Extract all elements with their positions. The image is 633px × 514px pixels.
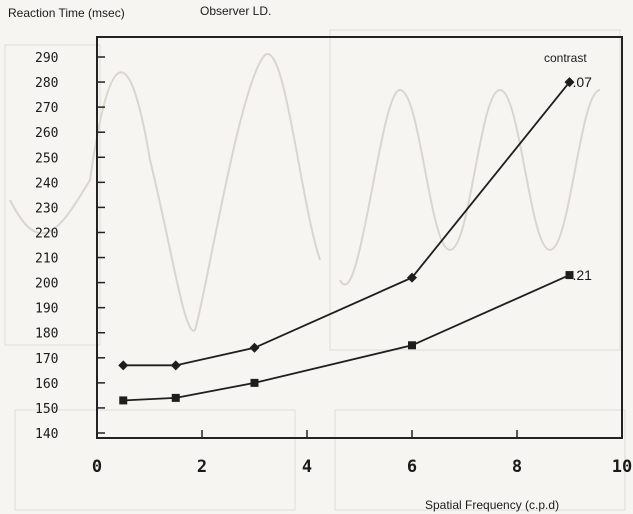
series-line-2 [123,274,570,402]
x-tick-label: 6 [407,457,417,477]
data-point-square [171,393,180,402]
y-axis-title: Reaction Time (msec) [8,6,125,20]
y-tick-label: 220 [35,226,58,241]
x-tick-label: 2 [197,457,207,477]
series-label-2: .21 [573,267,593,283]
x-tick-label: 8 [512,457,522,477]
data-point-diamond [118,360,129,371]
x-axis-title: Spatial Frequency (c.p.d) [425,498,559,512]
y-tick-label: 200 [35,277,58,292]
y-tick-label: 270 [35,101,58,116]
observer-label: Observer LD. [200,4,271,18]
y-tick-label: 210 [35,252,58,267]
data-point-diamond [564,77,575,88]
y-tick-label: 180 [35,327,58,342]
y-tick-label: 240 [35,176,58,191]
x-tick-label: 0 [92,457,102,477]
series-line-1 [123,81,571,367]
y-tick-label: 140 [35,427,58,442]
data-point-square [119,396,128,405]
y-tick-label: 250 [35,151,58,166]
legend-title: contrast [544,51,587,65]
data-point-square [408,341,416,350]
y-tick-label: 190 [35,302,58,317]
y-tick-label: 280 [35,76,58,91]
data-point-square [565,271,574,280]
data-point-diamond [170,360,181,371]
series-label-1: .07 [573,74,593,90]
background-artwork [4,29,626,511]
y-tick-label: 150 [35,402,58,417]
y-axis-ticks: 140 150 160 170 180 190 200 210 220 230 240 250 260 2… [35,51,105,442]
x-tick-label: 10 [612,457,632,477]
y-tick-label: 230 [35,201,58,216]
y-tick-label: 170 [35,352,58,367]
x-tick-label: 4 [302,457,312,477]
y-tick-label: 290 [35,51,58,66]
y-tick-label: 160 [35,377,58,392]
data-point-diamond [407,272,417,283]
data-point-diamond [249,342,260,353]
data-point-square [250,378,259,387]
series-group: .07 .21 [118,74,593,405]
y-tick-label: 260 [35,126,58,141]
plot-frame [96,36,623,439]
x-axis-ticks: 0 2 4 6 8 10 [92,430,632,477]
